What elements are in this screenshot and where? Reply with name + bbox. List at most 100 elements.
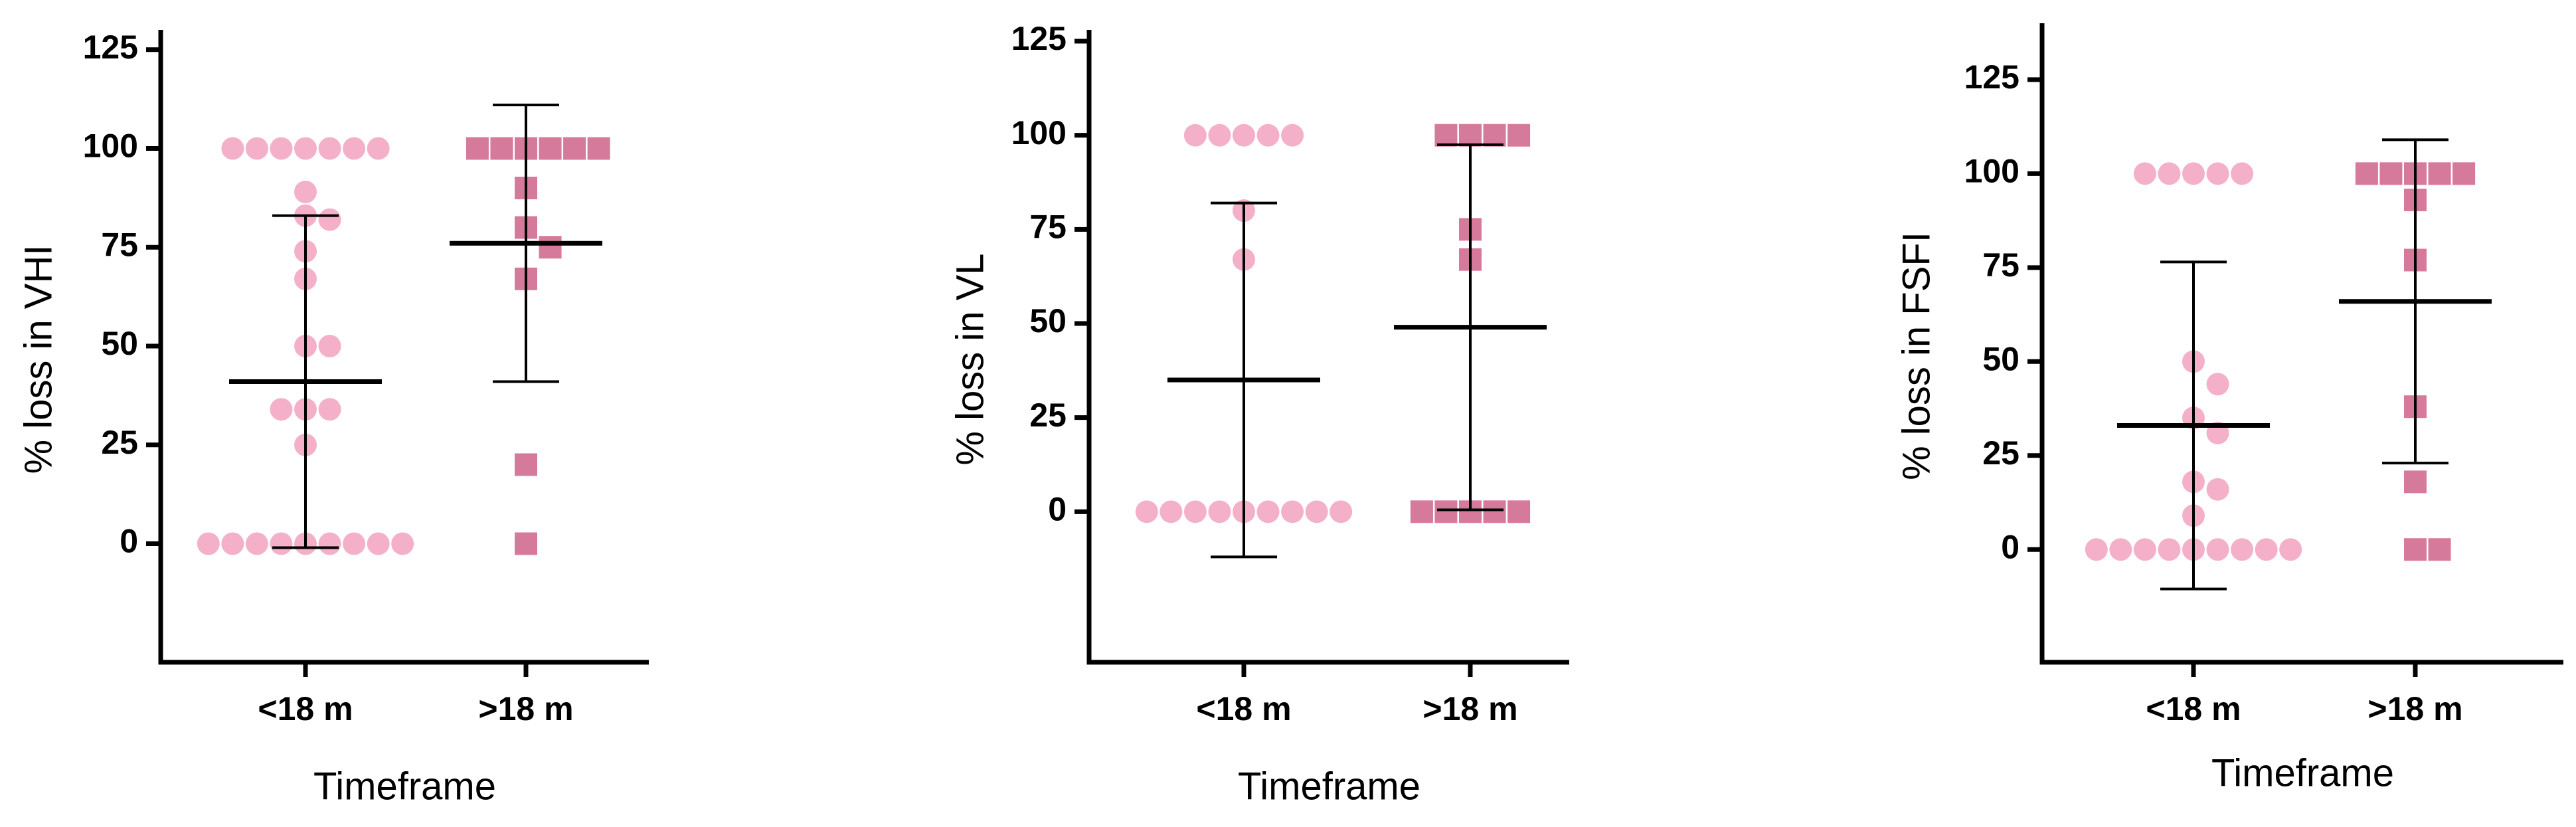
data-point (367, 532, 390, 555)
data-point (2109, 538, 2132, 561)
y-tick-label: 50 (1982, 340, 2019, 377)
y-axis-label: % loss in VL (948, 253, 991, 465)
y-tick-label: 25 (101, 424, 138, 461)
y-tick-label: 125 (83, 29, 138, 66)
x-tick-label: <18 m (2146, 690, 2241, 727)
data-point (1434, 500, 1458, 523)
data-point (539, 137, 562, 160)
data-point (245, 532, 268, 555)
y-axis-label: % loss in VHI (17, 245, 60, 474)
data-point (1208, 124, 1231, 147)
data-point (294, 137, 317, 160)
data-point (1256, 124, 1280, 147)
data-point (343, 137, 366, 160)
y-tick-label: 100 (83, 128, 138, 165)
y-tick-label: 50 (1029, 302, 1067, 339)
x-axis-label: Timeframe (313, 765, 496, 808)
y-tick-label: 125 (1011, 20, 1067, 57)
data-point (587, 137, 610, 160)
data-point (2452, 162, 2476, 185)
data-point (270, 398, 293, 421)
y-tick-label: 0 (1048, 491, 1067, 528)
y-tick-label: 125 (1964, 58, 2019, 96)
data-point (1208, 500, 1231, 523)
data-point (2206, 478, 2229, 501)
data-point (391, 532, 414, 555)
data-point (1183, 500, 1207, 523)
y-tick-label: 75 (1029, 209, 1067, 246)
data-point (1305, 500, 1328, 523)
x-axis-label: Timeframe (2211, 751, 2394, 794)
data-point (2182, 162, 2205, 185)
y-tick-label: 25 (1029, 397, 1067, 434)
x-tick-label: >18 m (478, 690, 573, 727)
x-axis-label: Timeframe (1238, 765, 1420, 808)
data-point (2206, 162, 2229, 185)
data-point (1483, 500, 1506, 523)
data-point (2158, 162, 2181, 185)
x-tick-label: >18 m (1422, 690, 1517, 727)
data-point (1330, 500, 1353, 523)
y-tick-label: 100 (1964, 153, 2019, 190)
y-tick-label: 0 (2001, 528, 2019, 565)
data-point (515, 453, 537, 476)
x-tick-label: <18 m (258, 690, 353, 727)
data-point (1183, 124, 1207, 147)
data-point (221, 532, 244, 555)
data-point (1507, 500, 1531, 523)
data-point (318, 208, 341, 231)
data-point (1434, 124, 1458, 147)
data-point (270, 532, 293, 555)
data-point (1507, 124, 1531, 147)
y-tick-label: 0 (120, 523, 138, 560)
data-point (1459, 124, 1482, 147)
data-point (2133, 162, 2156, 185)
y-axis-label: % loss in FSFI (1895, 232, 1938, 480)
data-point (466, 137, 489, 160)
data-point (2379, 162, 2403, 185)
data-point (2279, 538, 2302, 561)
data-point (343, 532, 366, 555)
data-point (367, 137, 390, 160)
y-tick-label: 25 (1982, 434, 2019, 472)
x-tick-label: <18 m (1196, 690, 1291, 727)
data-point (318, 532, 341, 555)
data-point (270, 137, 293, 160)
data-point (2158, 538, 2181, 561)
data-point (318, 137, 341, 160)
data-point (2355, 162, 2378, 185)
data-point (2133, 538, 2156, 561)
data-point (2428, 162, 2451, 185)
data-point (1281, 124, 1304, 147)
data-point (294, 180, 317, 203)
x-tick-label: >18 m (2367, 690, 2462, 727)
data-point (318, 398, 341, 421)
data-point (2231, 162, 2254, 185)
data-point (2206, 538, 2229, 561)
y-tick-label: 75 (1982, 246, 2019, 284)
data-point (1233, 124, 1255, 147)
data-point (539, 236, 562, 259)
data-point (221, 137, 244, 160)
data-point (318, 335, 341, 357)
y-tick-label: 100 (1011, 114, 1067, 151)
data-point (490, 137, 513, 160)
data-point (2404, 470, 2427, 494)
data-point (1159, 500, 1183, 523)
data-point (563, 137, 586, 160)
data-point (1410, 500, 1433, 523)
data-point (2085, 538, 2108, 561)
data-point (197, 532, 220, 555)
data-point (1135, 500, 1158, 523)
data-point (515, 532, 537, 555)
y-tick-label: 75 (101, 226, 138, 263)
data-point (2404, 538, 2427, 561)
data-point (2428, 538, 2451, 561)
data-point (2231, 538, 2254, 561)
data-point (245, 137, 268, 160)
data-point (1281, 500, 1304, 523)
data-point (1256, 500, 1280, 523)
data-point (2255, 538, 2278, 561)
